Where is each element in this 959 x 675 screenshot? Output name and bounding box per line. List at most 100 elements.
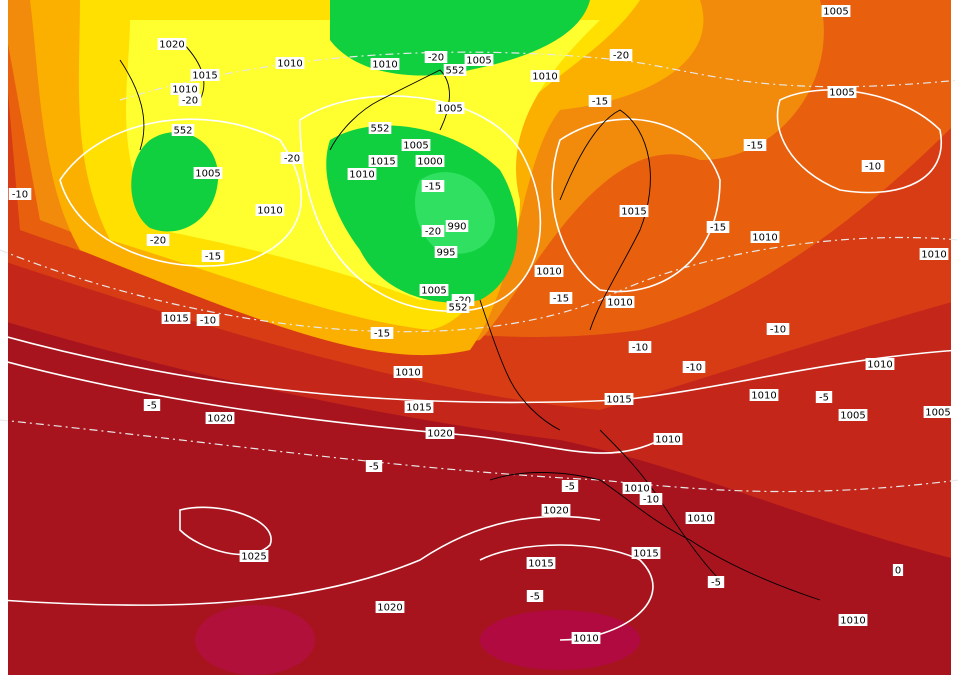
contour-label: 1010	[751, 391, 776, 402]
label-box	[365, 460, 383, 472]
contour-label: -10	[200, 316, 216, 327]
contour-label: 1025	[241, 552, 266, 563]
label-box	[706, 221, 730, 233]
label-box	[393, 366, 423, 378]
label-box	[255, 204, 285, 216]
contour-label: -15	[205, 252, 221, 263]
label-box	[923, 406, 953, 418]
label-box	[631, 547, 661, 559]
label-box	[445, 220, 469, 232]
contour-label: 1010	[752, 233, 777, 244]
label-box	[143, 399, 161, 411]
label-box	[622, 482, 652, 494]
contour-label: -20	[613, 51, 629, 62]
label-box	[541, 504, 571, 516]
contour-label: 1015	[621, 207, 646, 218]
label-box	[419, 284, 449, 296]
contour-label: 1005	[466, 56, 491, 67]
contour-label: 995	[436, 248, 455, 259]
contour-label: 1010	[921, 250, 946, 261]
label-box	[838, 409, 868, 421]
contour-label: 1015	[406, 403, 431, 414]
label-box	[347, 168, 377, 180]
contour-label: 1010	[395, 368, 420, 379]
contour-label: 1010	[172, 85, 197, 96]
label-box	[571, 632, 601, 644]
label-box	[919, 248, 949, 260]
label-box	[464, 54, 494, 66]
label-box	[401, 139, 431, 151]
label-box	[239, 550, 269, 562]
contour-label: 1020	[427, 429, 452, 440]
contour-label: 552	[445, 66, 464, 77]
contour-label: -10	[686, 363, 702, 374]
contour-label: 1015	[163, 314, 188, 325]
label-box	[370, 327, 394, 339]
contour-label: -20	[425, 227, 441, 238]
contour-label: 552	[173, 126, 192, 137]
label-box	[157, 38, 187, 50]
contour-label: -15	[710, 223, 726, 234]
contour-label: -15	[592, 97, 608, 108]
contour-label: -20	[284, 154, 300, 165]
label-box	[146, 234, 170, 246]
label-box	[275, 57, 305, 69]
contour-label: 1010	[840, 616, 865, 627]
contour-label: 1020	[377, 603, 402, 614]
contour-label: 1020	[159, 40, 184, 51]
contour-label: 1010	[624, 484, 649, 495]
contour-label: 1010	[372, 60, 397, 71]
label-box	[561, 480, 579, 492]
contour-label: 1005	[403, 141, 428, 152]
label-box	[8, 188, 32, 200]
label-box	[604, 393, 634, 405]
label-box	[682, 361, 706, 373]
label-box	[421, 180, 445, 192]
label-box	[743, 139, 767, 151]
contour-label: 1005	[840, 411, 865, 422]
label-box	[443, 64, 467, 76]
contour-label: 1010	[532, 72, 557, 83]
contour-label: -5	[819, 393, 829, 404]
label-box	[434, 246, 458, 258]
contour-label: 1000	[417, 157, 442, 168]
contour-labels: 1020101510101010-205521005-10-20-151010-…	[8, 5, 953, 645]
contour-label: -5	[147, 401, 157, 412]
contour-label: -15	[425, 182, 441, 193]
contour-label: -5	[530, 592, 540, 603]
label-box	[628, 341, 652, 353]
contour-label: 1020	[207, 414, 232, 425]
contour-label: -10	[865, 162, 881, 173]
contour-label: -10	[632, 343, 648, 354]
label-box	[368, 155, 398, 167]
label-box	[653, 433, 683, 445]
label-box	[750, 231, 780, 243]
contour-label: 1010	[867, 360, 892, 371]
contour-label: 1015	[606, 395, 631, 406]
contour-label: -5	[565, 482, 575, 493]
label-box	[280, 152, 304, 164]
label-box	[815, 391, 833, 403]
contour-label: 1015	[633, 549, 658, 560]
label-box	[196, 314, 220, 326]
contour-label: 1010	[655, 435, 680, 446]
label-box	[435, 102, 465, 114]
contour-label: -10	[12, 190, 28, 201]
label-box	[370, 58, 400, 70]
contour-label: 552	[448, 303, 467, 314]
contour-label: 1005	[925, 408, 950, 419]
label-box	[861, 160, 885, 172]
label-box	[588, 95, 612, 107]
label-box	[404, 401, 434, 413]
contour-label: 552	[370, 124, 389, 135]
contour-label: -20	[182, 96, 198, 107]
contour-label: -10	[770, 325, 786, 336]
label-box	[749, 389, 779, 401]
label-box	[639, 493, 663, 505]
contour-label: 1020	[543, 506, 568, 517]
label-box	[193, 167, 223, 179]
label-box	[534, 265, 564, 277]
label-box	[766, 323, 790, 335]
contour-label: 0	[895, 566, 901, 577]
